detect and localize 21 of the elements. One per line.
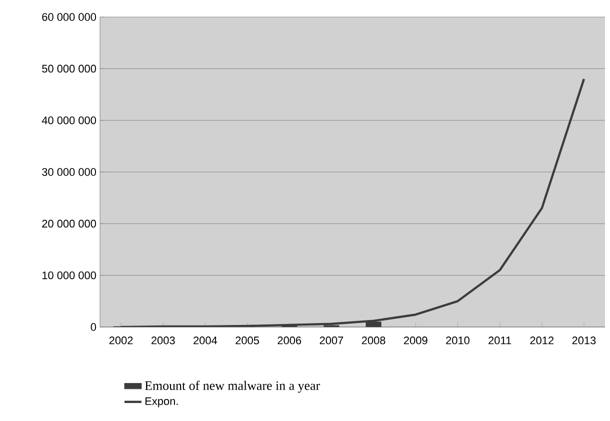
x-tick-label: 2003 — [151, 336, 175, 344]
x-tick-label: 2004 — [194, 336, 218, 344]
x-tick-label: 2012 — [530, 336, 554, 344]
x-tick-label: 2002 — [109, 336, 133, 344]
x-tick-label: 2010 — [446, 336, 470, 344]
x-tick-label: 2011 — [488, 336, 512, 344]
x-tick-label: 2013 — [572, 336, 596, 344]
x-tick-label: 2008 — [362, 336, 386, 344]
y-tick-label: 50 000 000 — [42, 64, 96, 73]
y-tick-label: 30 000 000 — [42, 168, 96, 176]
x-tick-label: 2005 — [236, 336, 260, 344]
legend-label: Expon. — [145, 397, 178, 408]
x-tick-label: 2009 — [404, 336, 428, 344]
x-tick-label: 2007 — [320, 336, 344, 344]
legend-label: Emount of new malware in a year — [144, 380, 320, 393]
y-tick-label: 60 000 000 — [42, 13, 96, 21]
y-tick-label: 10 000 000 — [42, 271, 96, 280]
y-tick-label: 0 — [90, 323, 96, 331]
x-tick-label: 2006 — [278, 336, 302, 344]
y-tick-label: 40 000 000 — [42, 116, 96, 124]
y-tick-label: 20 000 000 — [42, 220, 96, 228]
